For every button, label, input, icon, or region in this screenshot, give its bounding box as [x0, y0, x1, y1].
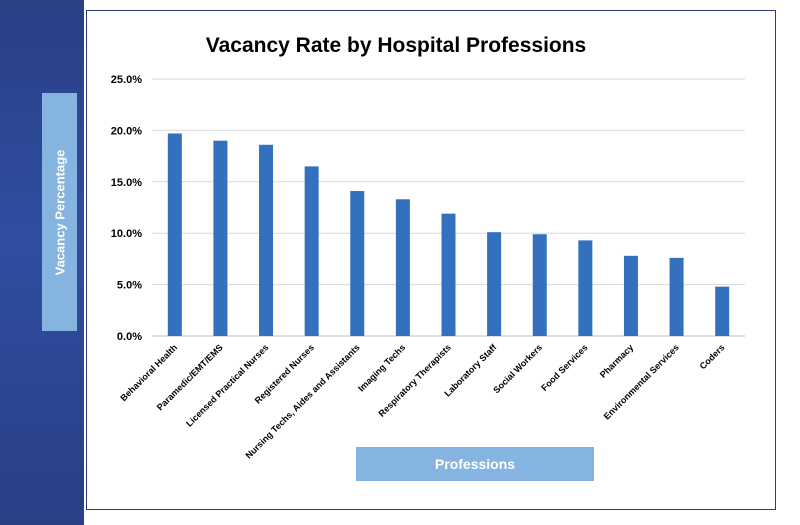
y-tick-label: 15.0% [111, 177, 142, 189]
y-tick-label: 0.0% [117, 331, 142, 343]
chart-title: Vacancy Rate by Hospital Professions [205, 34, 587, 57]
x-tick-label: Pharmacy [598, 342, 635, 379]
y-tick-label: 25.0% [111, 74, 142, 86]
x-tick-label: Environmental Services [602, 342, 681, 421]
bar [669, 257, 684, 336]
y-tick-label: 5.0% [117, 280, 142, 292]
x-axis-ticks: Behavioral HealthParamedic/EMT/EMSLicens… [118, 342, 726, 461]
x-axis-label-box: Professions [356, 447, 594, 481]
bar [213, 140, 228, 336]
y-axis-ticks: 0.0% 5.0% 10.0% 15.0% 20.0% 25.0% [111, 74, 142, 343]
x-tick-label: Licensed Practical Nurses [184, 342, 270, 428]
x-tick-label: Coders [698, 342, 727, 371]
chart-frame [86, 10, 776, 510]
x-tick-label: Social Workers [491, 342, 544, 395]
bar [441, 213, 456, 336]
y-axis-label-box: Vacancy Percentage [42, 93, 77, 331]
y-tick-label: 20.0% [111, 125, 142, 137]
bar [623, 255, 638, 336]
x-tick-label: Imaging Techs [356, 342, 407, 393]
y-axis-label: Vacancy Percentage [52, 149, 67, 275]
bar [304, 166, 319, 336]
x-tick-label: Food Services [539, 342, 590, 393]
bar [715, 286, 730, 336]
bar [532, 234, 547, 336]
bar [395, 199, 410, 336]
bar [350, 191, 365, 336]
bar [259, 144, 274, 336]
bar [167, 133, 182, 336]
x-axis-label: Professions [434, 456, 516, 472]
bars [167, 133, 730, 336]
bar [578, 240, 593, 336]
y-tick-label: 10.0% [111, 228, 142, 240]
bar [487, 232, 502, 336]
